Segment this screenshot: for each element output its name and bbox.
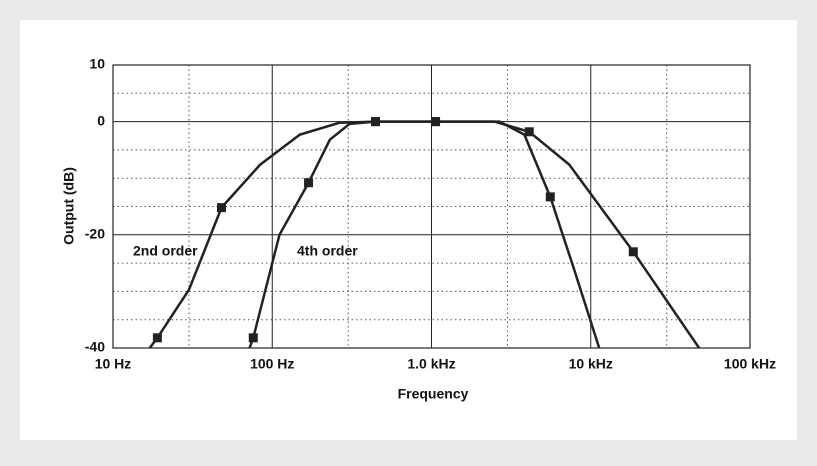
x-axis-label: Frequency [398,386,469,402]
marker [371,117,381,127]
y-tick-label: 0 [97,112,105,128]
y-tick-label: 10 [89,56,105,72]
x-tick-label: 100 Hz [250,356,294,372]
x-tick-label: 10 kHz [569,356,613,372]
marker [524,127,534,137]
x-tick-label: 100 kHz [724,356,776,372]
marker [545,192,555,202]
marker [304,178,314,188]
panel [20,20,797,440]
marker [628,247,638,257]
plot-frame [112,64,751,349]
y-tick-label: -20 [85,226,105,242]
x-tick-label: 1.0 kHz [407,356,455,372]
marker [152,333,162,343]
x-tick-label: 10 Hz [95,356,132,372]
series-label: 4th order [297,243,358,259]
marker [431,117,441,127]
y-tick-label: -40 [85,339,105,355]
y-axis-label: Output (dB) [61,167,77,245]
marker [248,333,258,343]
series-label: 2nd order [133,243,198,259]
marker [216,203,226,213]
